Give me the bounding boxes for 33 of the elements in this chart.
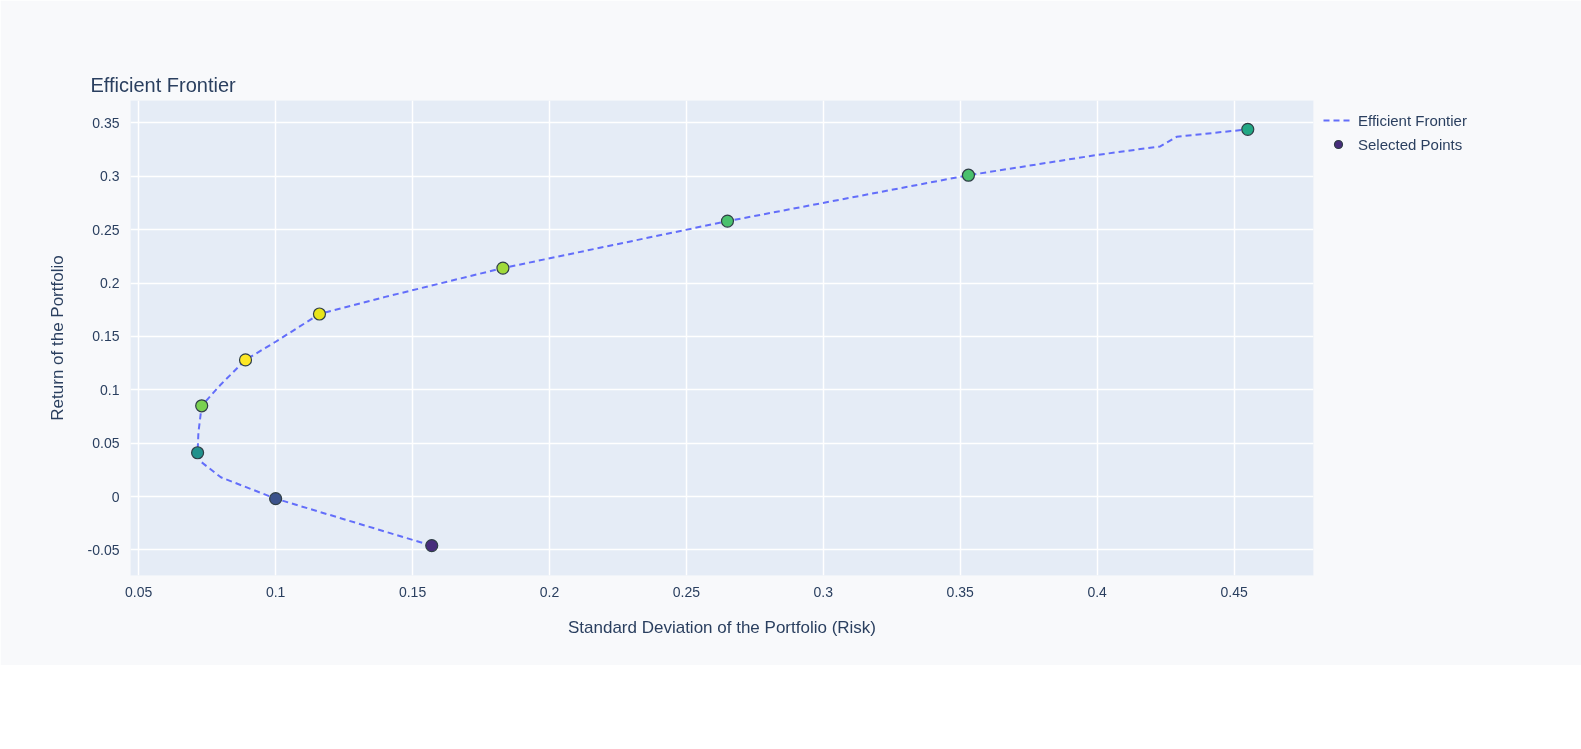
y-tick-label: 0.15	[92, 328, 120, 345]
x-tick-label: 0.4	[1087, 583, 1108, 600]
y-tick-label: 0.3	[100, 168, 120, 185]
x-tick-label: 0.15	[398, 583, 427, 600]
legend-label: Efficient Frontier	[1358, 111, 1467, 129]
point	[425, 539, 439, 553]
point	[195, 399, 209, 413]
point	[720, 214, 735, 228]
x-tick-label: 0.2	[539, 583, 560, 600]
x-tick-label: 0.45	[1220, 583, 1248, 600]
y-tick-label: 0	[111, 488, 120, 505]
point	[496, 261, 510, 275]
y-axis-title: Return of the Portfolio	[47, 255, 67, 421]
point	[269, 492, 283, 506]
y-tick-label: -0.05	[87, 541, 120, 558]
point	[961, 168, 976, 182]
point	[238, 353, 253, 367]
x-tick-label: 0.25	[672, 583, 701, 600]
point	[190, 446, 205, 460]
point	[1241, 122, 1255, 136]
point	[312, 307, 327, 321]
legend-label: Selected Points	[1358, 135, 1463, 153]
x-tick-label: 0.3	[813, 583, 834, 600]
chart-title: Efficient Frontier	[90, 73, 237, 96]
y-tick-label: 0.05	[92, 435, 120, 452]
x-tick-label: 0.05	[125, 583, 153, 600]
x-axis-title: Standard Deviation of the Portfolio (Risk)	[567, 617, 877, 637]
y-tick-label: 0.35	[92, 114, 120, 131]
x-tick-label: 0.1	[265, 583, 286, 600]
y-tick-label: 0.2	[100, 275, 120, 292]
x-tick-label: 0.35	[946, 583, 975, 600]
y-tick-label: 0.1	[100, 381, 120, 398]
y-tick-label: 0.25	[92, 221, 120, 238]
